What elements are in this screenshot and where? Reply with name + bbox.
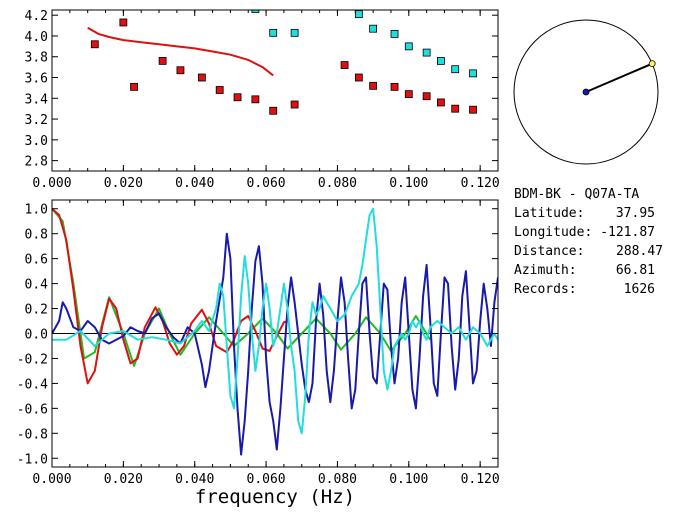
data-point-red-9: [269, 106, 278, 115]
data-point-red-15: [404, 90, 413, 99]
data-point-red-19: [469, 105, 477, 114]
origin-station-dot: [582, 88, 590, 96]
y-tick-label: -0.8: [17, 427, 48, 442]
x-tick-label: 0.040: [175, 176, 214, 191]
data-point-red-1: [119, 18, 128, 27]
x-tick-label: 0.100: [389, 176, 428, 191]
series-line-red: [52, 207, 288, 385]
x-tick-label: 0.060: [247, 176, 286, 191]
x-tick-label: 0.040: [175, 472, 214, 487]
x-tick-label: 0.080: [318, 176, 357, 191]
y-tick-label: 3.8: [25, 51, 48, 66]
data-point-cyan-7: [422, 48, 431, 57]
data-point-red-18: [451, 104, 460, 113]
x-tick-label: 0.000: [32, 472, 71, 487]
data-point-cyan-5: [390, 29, 399, 38]
y-tick-label: -1.0: [17, 452, 48, 467]
compass-circle: [513, 19, 659, 165]
series-line-red: [87, 26, 274, 77]
data-point-red-14: [390, 82, 399, 91]
data-point-cyan-0: [251, 10, 260, 13]
x-tick-label: 0.080: [318, 472, 357, 487]
data-point-cyan-9: [451, 65, 460, 74]
y-tick-label: 3.6: [25, 72, 48, 87]
series-line-blue: [52, 232, 498, 456]
records-label: Records:: [514, 282, 577, 297]
records-value: 1626: [624, 282, 655, 297]
data-point-red-2: [130, 82, 138, 91]
data-point-red-10: [290, 100, 299, 109]
data-point-red-6: [215, 86, 224, 94]
azimuth-line: [585, 62, 653, 93]
azimuth-value: 66.81: [616, 263, 655, 278]
y-tick-label: 4.0: [25, 30, 48, 45]
latitude-label: Latitude:: [514, 206, 584, 221]
data-point-cyan-6: [404, 42, 413, 51]
longitude-label: Longitude:: [514, 225, 592, 240]
data-point-red-13: [369, 81, 378, 90]
plot-frame: [51, 9, 499, 172]
y-tick-label: 0.4: [25, 278, 49, 293]
y-tick-label: 0.6: [25, 253, 48, 268]
data-point-red-12: [354, 73, 363, 82]
station-info-panel: BDM-BK - Q07A-TA Latitude: 37.95 Longitu…: [514, 187, 663, 297]
azimuth-compass: [513, 19, 659, 165]
plot-area: [87, 10, 477, 115]
plot-area: [52, 207, 498, 456]
y-tick-label: 3.4: [25, 92, 49, 107]
data-point-red-11: [340, 61, 349, 69]
data-point-red-16: [422, 92, 431, 101]
y-tick-label: -0.2: [17, 352, 48, 367]
x-axis-title: frequency (Hz): [195, 486, 355, 508]
x-tick-label: 0.060: [247, 472, 286, 487]
data-point-red-8: [251, 95, 260, 104]
data-point-red-7: [233, 93, 242, 102]
data-point-red-5: [197, 73, 206, 82]
station-pair-label: BDM-BK - Q07A-TA: [514, 187, 639, 202]
x-tick-label: 0.120: [461, 176, 500, 191]
series-line-cyan: [52, 207, 498, 435]
dispersion-chart: 0.000 0.020 0.040 0.060 0.080 0.100 0.120 2.8 3.…: [25, 9, 500, 191]
data-point-cyan-8: [437, 56, 445, 65]
data-point-red-4: [176, 66, 185, 75]
y-tick-label: 0.8: [25, 228, 48, 243]
distance-value: 288.47: [616, 244, 663, 259]
data-point-cyan-10: [469, 69, 477, 78]
y-tick-label: 3.2: [25, 113, 48, 128]
y-tick-label: 3.0: [25, 134, 48, 149]
azimuth-label: Azimuth:: [514, 263, 577, 278]
x-tick-label: 0.020: [104, 472, 143, 487]
latitude-value: 37.95: [616, 206, 655, 221]
data-point-red-0: [90, 40, 99, 49]
x-tick-label: 0.120: [461, 472, 500, 487]
data-point-red-17: [437, 98, 445, 107]
x-tick-label: 0.000: [32, 176, 71, 191]
x-tick-label: 0.100: [389, 472, 428, 487]
data-point-cyan-2: [290, 28, 299, 37]
y-tick-label: 4.2: [25, 9, 48, 24]
x-tick-label: 0.020: [104, 176, 143, 191]
y-tick-label: 2.8: [25, 155, 48, 170]
coherency-chart: 0.000 0.020 0.040 0.060 0.080 0.100 0.120 -1.0 -…: [17, 199, 500, 508]
longitude-value: -121.87: [600, 225, 655, 240]
y-tick-label: 0.2: [25, 303, 48, 318]
data-point-cyan-1: [269, 28, 278, 37]
data-point-cyan-3: [354, 10, 363, 19]
data-point-red-3: [158, 56, 167, 65]
target-station-dot: [648, 60, 656, 68]
y-tick-label: 1.0: [25, 203, 48, 218]
data-point-cyan-4: [369, 24, 378, 33]
distance-label: Distance:: [514, 244, 584, 259]
y-tick-label: -0.4: [17, 377, 48, 392]
y-tick-label: 0.0: [25, 328, 48, 343]
y-tick-label: -0.6: [17, 402, 48, 417]
